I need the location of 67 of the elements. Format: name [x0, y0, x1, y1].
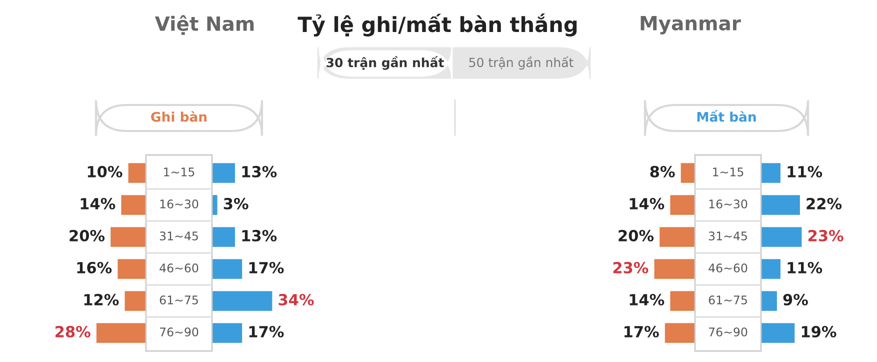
data-label: 17% [624, 326, 659, 338]
data-label: 17% [249, 262, 284, 274]
chart-title: Myanmar [640, 16, 741, 34]
data-label: 10% [88, 166, 122, 178]
y-tick-label: 46~60 [708, 263, 748, 272]
y-tick-label: 16~30 [709, 199, 748, 208]
y-tick-label: 1~15 [164, 168, 194, 176]
bar [212, 227, 236, 247]
bar [118, 259, 146, 279]
data-label: 13% [242, 166, 277, 178]
bar [212, 163, 236, 183]
data-label: 11% [788, 166, 822, 178]
data-label: 23% [613, 262, 648, 274]
text: 30 trận gần nhất [326, 56, 444, 70]
y-tick-label: 61~75 [708, 295, 747, 304]
bar [761, 291, 777, 311]
data-label: 19% [802, 326, 836, 338]
data-label: 16% [77, 262, 112, 274]
bar [110, 227, 146, 247]
bar [664, 323, 695, 343]
data-label: 23% [808, 230, 844, 242]
text: Tỷ lệ ghi/mất bàn thắng [298, 14, 577, 36]
bar [761, 163, 780, 183]
y-tick-label: 31~45 [708, 231, 747, 240]
data-label: 20% [618, 230, 654, 242]
y-tick-label: 31~45 [160, 231, 198, 240]
data-label: 8% [650, 166, 675, 178]
bar [761, 259, 780, 279]
bar [212, 323, 242, 343]
bar [761, 323, 795, 343]
y-tick-label: 46~60 [160, 263, 198, 272]
data-label: 3% [224, 198, 248, 210]
bar [212, 259, 242, 279]
bar [212, 291, 272, 311]
data-label: 12% [84, 294, 119, 306]
data-label: 34% [278, 294, 314, 306]
text: Việt Nam [154, 15, 254, 35]
data-label: 14% [630, 198, 664, 210]
bar [670, 195, 695, 215]
y-tick-label: 76~90 [160, 327, 198, 336]
data-label: 9% [783, 294, 808, 306]
bar [680, 163, 695, 183]
bar [128, 163, 146, 183]
text: 50 trận gần nhất [469, 56, 574, 70]
bar [761, 195, 800, 215]
data-label: 13% [242, 230, 277, 242]
data-label: 14% [80, 198, 116, 210]
y-tick-label: 16~30 [160, 199, 198, 208]
data-label: 14% [630, 294, 664, 306]
bar [670, 291, 695, 311]
y-tick-label: 1~15 [713, 168, 744, 176]
text: Mất bàn [697, 110, 756, 122]
data-label: 28% [56, 326, 90, 338]
y-tick-label: 76~90 [709, 327, 748, 336]
bar [124, 291, 146, 311]
bar [212, 195, 218, 215]
data-label: 17% [249, 326, 284, 338]
bar [761, 227, 802, 247]
bar [121, 195, 146, 215]
bar [660, 227, 695, 247]
bar [654, 259, 695, 279]
y-tick-label: 61~75 [160, 295, 198, 304]
bar [96, 323, 146, 343]
data-label: 11% [788, 262, 822, 274]
text: Ghi bàn [151, 111, 207, 122]
data-label: 20% [70, 230, 105, 242]
data-label: 22% [806, 198, 842, 210]
